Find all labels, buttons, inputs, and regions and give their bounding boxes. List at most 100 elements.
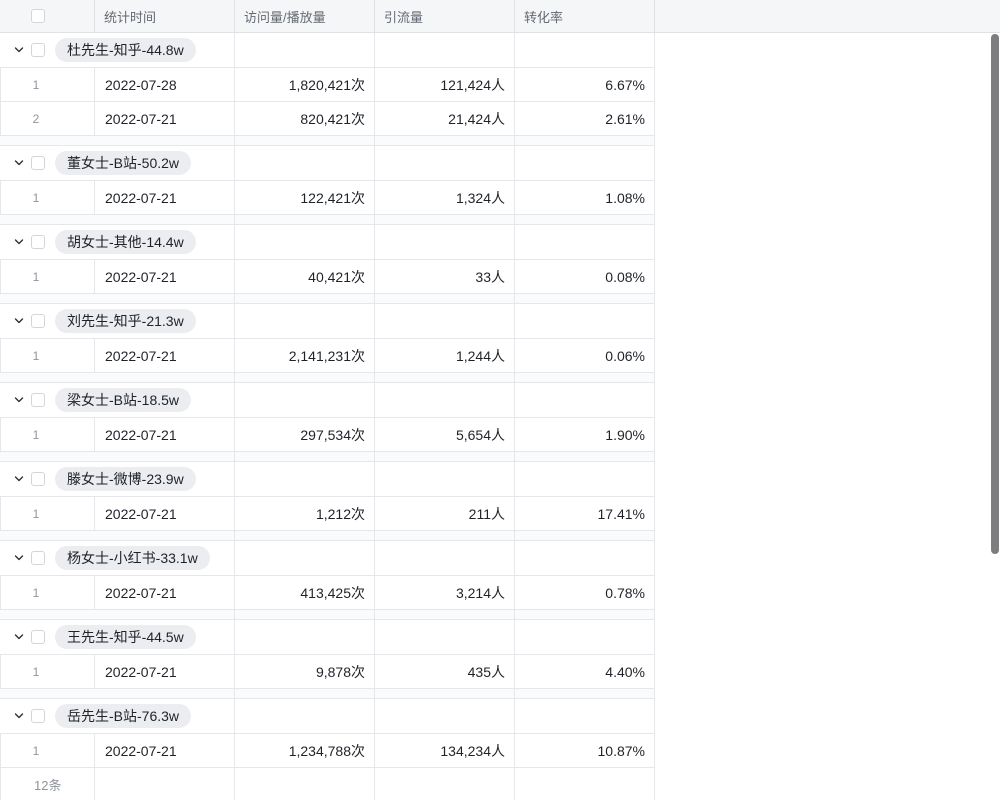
collapse-group-button[interactable]: [11, 313, 27, 329]
collapse-group-button[interactable]: [11, 234, 27, 250]
group-checkbox[interactable]: [31, 472, 45, 486]
leads-cell[interactable]: 5,654人: [375, 418, 515, 451]
leads-cell[interactable]: 21,424人: [375, 102, 515, 135]
select-all-checkbox[interactable]: [31, 9, 45, 23]
rate-cell[interactable]: 2.61%: [515, 102, 655, 135]
group-checkbox[interactable]: [31, 156, 45, 170]
date-cell[interactable]: 2022-07-21: [95, 418, 235, 451]
group-header-cell: 刘先生-知乎-21.3w: [0, 304, 235, 338]
group-spacer: [0, 215, 655, 225]
leads-cell[interactable]: 33人: [375, 260, 515, 293]
group-spacer: [0, 531, 655, 541]
group-checkbox[interactable]: [31, 551, 45, 565]
leads-cell[interactable]: 3,214人: [375, 576, 515, 609]
visits-cell[interactable]: 1,820,421次: [235, 68, 375, 101]
leads-cell[interactable]: 1,244人: [375, 339, 515, 372]
group-name-pill[interactable]: 梁女士-B站-18.5w: [55, 388, 192, 412]
column-header-label: 引流量: [384, 9, 424, 25]
group-checkbox[interactable]: [31, 314, 45, 328]
column-header-rate[interactable]: 转化率: [515, 0, 655, 32]
group-name-pill[interactable]: 王先生-知乎-44.5w: [55, 625, 196, 649]
visits-cell[interactable]: 297,534次: [235, 418, 375, 451]
group-header-cell: 董女士-B站-50.2w: [0, 146, 235, 180]
date-cell[interactable]: 2022-07-21: [95, 102, 235, 135]
chevron-down-icon: [14, 318, 24, 324]
date-cell[interactable]: 2022-07-21: [95, 655, 235, 688]
group-empty-cell: [235, 462, 375, 496]
group-checkbox[interactable]: [31, 630, 45, 644]
rate-cell[interactable]: 10.87%: [515, 734, 655, 767]
group-name-pill[interactable]: 岳先生-B站-76.3w: [55, 704, 192, 728]
date-cell[interactable]: 2022-07-21: [95, 339, 235, 372]
visits-cell[interactable]: 1,212次: [235, 497, 375, 530]
group-empty-cell: [515, 33, 655, 67]
group-header-row: 杜先生-知乎-44.8w: [0, 33, 655, 68]
group-name-pill[interactable]: 刘先生-知乎-21.3w: [55, 309, 196, 333]
date-cell[interactable]: 2022-07-21: [95, 734, 235, 767]
date-cell[interactable]: 2022-07-28: [95, 68, 235, 101]
collapse-group-button[interactable]: [11, 550, 27, 566]
visits-cell[interactable]: 820,421次: [235, 102, 375, 135]
group-empty-cell: [375, 699, 515, 733]
group-header-cell: 梁女士-B站-18.5w: [0, 383, 235, 417]
leads-cell[interactable]: 211人: [375, 497, 515, 530]
collapse-group-button[interactable]: [11, 392, 27, 408]
column-header-label: 转化率: [524, 9, 564, 25]
vertical-scrollbar-thumb[interactable]: [991, 34, 999, 554]
group-checkbox[interactable]: [31, 709, 45, 723]
rate-cell[interactable]: 17.41%: [515, 497, 655, 530]
column-header-date[interactable]: 统计时间: [95, 0, 235, 32]
collapse-group-button[interactable]: [11, 155, 27, 171]
rate-cell[interactable]: 4.40%: [515, 655, 655, 688]
date-cell[interactable]: 2022-07-21: [95, 576, 235, 609]
date-cell[interactable]: 2022-07-21: [95, 181, 235, 214]
chevron-down-icon: [14, 160, 24, 166]
group-checkbox[interactable]: [31, 235, 45, 249]
leads-cell[interactable]: 1,324人: [375, 181, 515, 214]
rate-cell[interactable]: 6.67%: [515, 68, 655, 101]
group-checkbox[interactable]: [31, 393, 45, 407]
rate-cell[interactable]: 1.08%: [515, 181, 655, 214]
group-name-pill[interactable]: 滕女士-微博-23.9w: [55, 467, 196, 491]
group-name-pill[interactable]: 董女士-B站-50.2w: [55, 151, 192, 175]
group-name-pill[interactable]: 杨女士-小红书-33.1w: [55, 546, 210, 570]
rate-cell[interactable]: 0.06%: [515, 339, 655, 372]
group-name-pill[interactable]: 胡女士-其他-14.4w: [55, 230, 196, 254]
collapse-group-button[interactable]: [11, 629, 27, 645]
leads-cell[interactable]: 134,234人: [375, 734, 515, 767]
header-select-all-cell[interactable]: [0, 0, 95, 32]
visits-cell[interactable]: 122,421次: [235, 181, 375, 214]
leads-cell[interactable]: 435人: [375, 655, 515, 688]
chevron-down-icon: [14, 555, 24, 561]
footer-cell: [375, 768, 515, 800]
date-cell[interactable]: 2022-07-21: [95, 497, 235, 530]
group-header-cell: 王先生-知乎-44.5w: [0, 620, 235, 654]
date-cell[interactable]: 2022-07-21: [95, 260, 235, 293]
visits-cell[interactable]: 2,141,231次: [235, 339, 375, 372]
row-index: 1: [0, 497, 95, 530]
table-row: 1 2022-07-21 1,234,788次 134,234人 10.87%: [0, 734, 655, 768]
visits-cell[interactable]: 40,421次: [235, 260, 375, 293]
visits-cell[interactable]: 413,425次: [235, 576, 375, 609]
column-header-leads[interactable]: 引流量: [375, 0, 515, 32]
group-checkbox[interactable]: [31, 43, 45, 57]
rate-cell[interactable]: 0.78%: [515, 576, 655, 609]
collapse-group-button[interactable]: [11, 708, 27, 724]
visits-cell[interactable]: 9,878次: [235, 655, 375, 688]
leads-cell[interactable]: 121,424人: [375, 68, 515, 101]
column-header-visits[interactable]: 访问量/播放量: [235, 0, 375, 32]
group-header-cell: 杜先生-知乎-44.8w: [0, 33, 235, 67]
collapse-group-button[interactable]: [11, 42, 27, 58]
record-count: 12条: [0, 768, 95, 800]
visits-cell[interactable]: 1,234,788次: [235, 734, 375, 767]
rate-cell[interactable]: 1.90%: [515, 418, 655, 451]
chevron-down-icon: [14, 476, 24, 482]
group-empty-cell: [515, 304, 655, 338]
rate-cell[interactable]: 0.08%: [515, 260, 655, 293]
group-empty-cell: [515, 699, 655, 733]
group-name-pill[interactable]: 杜先生-知乎-44.8w: [55, 38, 196, 62]
group-empty-cell: [235, 620, 375, 654]
collapse-group-button[interactable]: [11, 471, 27, 487]
group-header-row: 董女士-B站-50.2w: [0, 146, 655, 181]
